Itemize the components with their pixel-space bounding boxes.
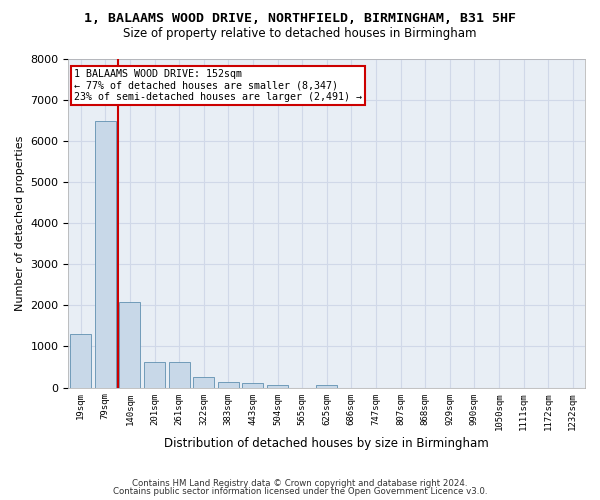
Bar bbox=[267, 384, 288, 388]
Y-axis label: Number of detached properties: Number of detached properties bbox=[15, 136, 25, 311]
Text: Contains HM Land Registry data © Crown copyright and database right 2024.: Contains HM Land Registry data © Crown c… bbox=[132, 478, 468, 488]
Bar bbox=[316, 384, 337, 388]
Bar bbox=[193, 378, 214, 388]
Text: 1 BALAAMS WOOD DRIVE: 152sqm
← 77% of detached houses are smaller (8,347)
23% of: 1 BALAAMS WOOD DRIVE: 152sqm ← 77% of de… bbox=[74, 69, 362, 102]
Bar bbox=[119, 302, 140, 388]
Bar bbox=[95, 120, 116, 388]
X-axis label: Distribution of detached houses by size in Birmingham: Distribution of detached houses by size … bbox=[164, 437, 489, 450]
Text: Contains public sector information licensed under the Open Government Licence v3: Contains public sector information licen… bbox=[113, 487, 487, 496]
Bar bbox=[70, 334, 91, 388]
Bar bbox=[218, 382, 239, 388]
Text: Size of property relative to detached houses in Birmingham: Size of property relative to detached ho… bbox=[123, 28, 477, 40]
Bar bbox=[169, 362, 190, 388]
Bar bbox=[242, 384, 263, 388]
Bar bbox=[144, 362, 165, 388]
Text: 1, BALAAMS WOOD DRIVE, NORTHFIELD, BIRMINGHAM, B31 5HF: 1, BALAAMS WOOD DRIVE, NORTHFIELD, BIRMI… bbox=[84, 12, 516, 26]
